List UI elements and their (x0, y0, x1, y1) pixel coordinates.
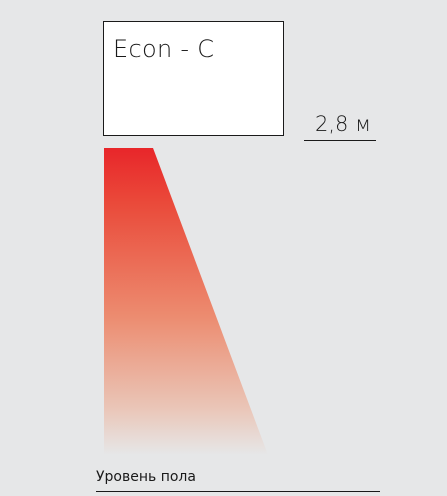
device-label: Econ - C (113, 35, 215, 63)
floor-level-label: Уровень пола (96, 469, 196, 485)
mounting-height-label: 2,8 м (315, 112, 371, 136)
mounting-height-line (304, 140, 376, 141)
floor-level-line (96, 491, 380, 492)
heat-beam (104, 148, 268, 455)
device-unit: Econ - C (103, 21, 284, 136)
